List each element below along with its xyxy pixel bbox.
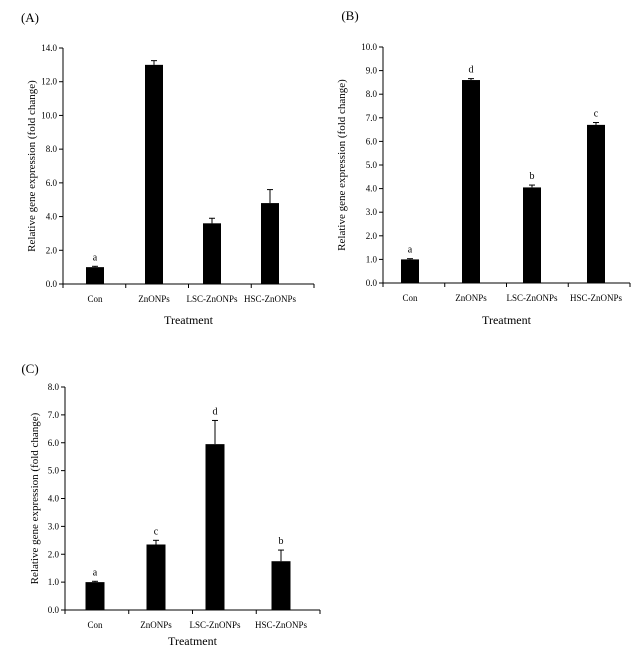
y-axis-label: Relative gene expression (fold change)	[336, 79, 348, 251]
panel-label: (B)	[341, 8, 358, 23]
x-tick-label: Con	[87, 620, 103, 630]
y-tick-label: 0.0	[48, 605, 60, 615]
x-tick-label: HSC-ZnONPs	[244, 294, 297, 304]
bar	[146, 544, 166, 610]
significance-letter: b	[279, 536, 284, 547]
significance-letter: c	[154, 526, 159, 537]
y-tick-label: 7.0	[366, 113, 378, 123]
x-tick-label: ZnONPs	[455, 293, 487, 303]
panel-label: (C)	[21, 361, 38, 376]
bar	[587, 124, 605, 283]
y-tick-label: 5.0	[48, 466, 60, 476]
y-tick-label: 4.0	[366, 184, 378, 194]
significance-letter: b	[530, 171, 535, 182]
y-tick-label: 10.0	[361, 42, 377, 52]
x-tick-label: HSC-ZnONPs	[570, 293, 623, 303]
significance-letter: a	[93, 567, 98, 578]
y-axis-label: Relative gene expression (fold change)	[26, 80, 38, 252]
y-tick-label: 2.0	[48, 549, 60, 559]
bar	[401, 259, 419, 283]
significance-letter: c	[594, 109, 599, 120]
y-tick-label: 3.0	[366, 207, 378, 217]
y-tick-label: 4.0	[46, 212, 58, 222]
panel-label: (A)	[21, 10, 39, 25]
y-tick-label: 8.0	[366, 89, 378, 99]
significance-letter: d	[213, 406, 218, 417]
y-tick-label: 8.0	[46, 144, 58, 154]
x-tick-label: ZnONPs	[138, 294, 170, 304]
x-tick-label: Con	[402, 293, 418, 303]
y-tick-label: 1.0	[366, 254, 378, 264]
y-tick-label: 7.0	[48, 410, 60, 420]
y-tick-label: 6.0	[48, 438, 60, 448]
significance-letter: d	[469, 65, 474, 76]
bar	[523, 187, 541, 283]
y-tick-label: 2.0	[46, 245, 58, 255]
bar	[271, 561, 291, 610]
x-tick-label: LSC-ZnONPs	[186, 294, 238, 304]
x-axis-label: Treatment	[168, 634, 218, 648]
y-tick-label: 0.0	[46, 279, 58, 289]
y-tick-label: 0.0	[366, 278, 378, 288]
y-tick-label: 14.0	[41, 43, 57, 53]
x-axis-label: Treatment	[482, 313, 532, 327]
bar	[462, 80, 480, 283]
bar	[261, 203, 279, 284]
y-tick-label: 4.0	[48, 494, 60, 504]
y-tick-label: 10.0	[41, 110, 57, 120]
bar	[145, 64, 163, 284]
y-tick-label: 9.0	[366, 66, 378, 76]
bar	[203, 223, 221, 284]
y-axis-label: Relative gene expression (fold change)	[29, 412, 41, 584]
y-tick-label: 6.0	[366, 136, 378, 146]
x-axis-label: Treatment	[164, 313, 214, 327]
y-tick-label: 2.0	[366, 231, 378, 241]
y-tick-label: 8.0	[48, 382, 60, 392]
significance-letter: a	[408, 245, 413, 256]
x-tick-label: Con	[87, 294, 103, 304]
x-tick-label: LSC-ZnONPs	[189, 620, 241, 630]
y-tick-label: 12.0	[41, 77, 57, 87]
y-tick-label: 1.0	[48, 577, 60, 587]
bar	[86, 267, 104, 284]
significance-letter: a	[93, 252, 98, 263]
bar	[205, 444, 225, 610]
x-tick-label: ZnONPs	[140, 620, 172, 630]
x-tick-label: HSC-ZnONPs	[255, 620, 308, 630]
y-tick-label: 3.0	[48, 521, 60, 531]
bar	[85, 582, 105, 610]
x-tick-label: LSC-ZnONPs	[506, 293, 558, 303]
y-tick-label: 5.0	[366, 160, 378, 170]
y-tick-label: 6.0	[46, 178, 58, 188]
